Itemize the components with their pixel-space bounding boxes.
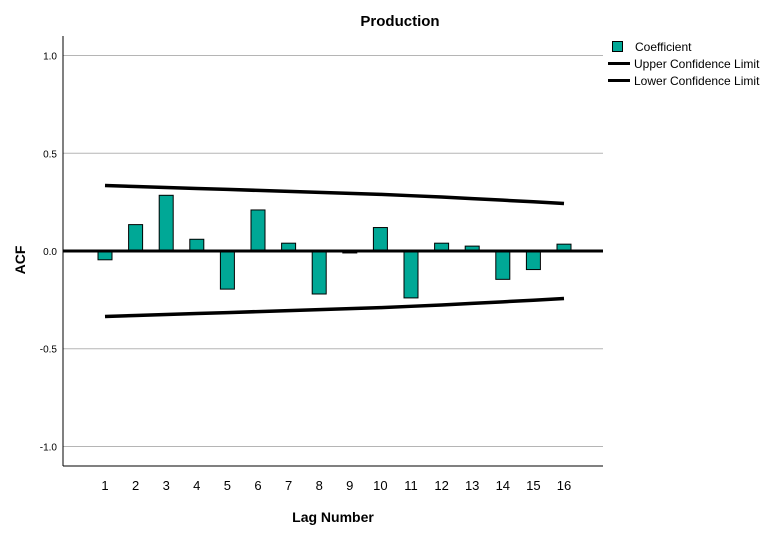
bar-lag-11 (403, 250, 419, 299)
lines-layer (104, 183, 565, 319)
bar-lag-6 (250, 209, 266, 252)
y-tick-label: 1.0 (43, 52, 57, 63)
x-tick-label: 8 (316, 478, 323, 493)
legend-label-coefficient: Coefficient (635, 39, 692, 54)
ticks-layer: 1.00.50.0-0.5-1.01 2 3 4 5 6 7 8 9 10 11 12 13 14 15 16 (40, 52, 571, 493)
bar-lag-3 (158, 194, 174, 252)
chart-title: Production (360, 13, 439, 30)
bar-lag-10 (372, 227, 388, 252)
legend-item-lower-limit: Lower Confidence Limit (608, 72, 759, 89)
bar-lag-15 (525, 250, 541, 271)
axes-layer (62, 36, 603, 467)
y-tick-label: -0.5 (40, 345, 58, 356)
x-tick-label: 6 (254, 478, 261, 493)
x-tick-label: 5 (224, 478, 231, 493)
x-tick-label: 4 (193, 478, 200, 493)
legend-label-lower-limit: Lower Confidence Limit (634, 73, 760, 88)
bar-lag-14 (495, 250, 511, 280)
y-tick-label: -1.0 (40, 442, 58, 453)
x-tick-label: 2 (132, 478, 139, 493)
upper-confidence-line (104, 183, 565, 206)
x-tick-label: 16 (557, 478, 571, 493)
legend-swatch-coefficient (612, 41, 623, 52)
legend-item-upper-limit: Upper Confidence Limit (608, 55, 759, 72)
x-tick-label: 10 (373, 478, 387, 493)
legend-item-coefficient: Coefficient (608, 38, 759, 55)
grid-layer (63, 55, 603, 447)
chart-legend: Coefficient Upper Confidence Limit Lower… (608, 38, 759, 89)
y-tick-label: 0.5 (43, 149, 57, 160)
bars-layer (97, 194, 572, 299)
bar-lag-8 (311, 250, 327, 295)
x-tick-label: 9 (346, 478, 353, 493)
x-tick-label: 13 (465, 478, 479, 493)
x-axis-label: Lag Number (292, 509, 374, 525)
x-tick-label: 11 (404, 478, 418, 493)
legend-swatch-upper-limit (608, 62, 630, 65)
bar-lag-4 (189, 238, 205, 252)
x-tick-label: 15 (526, 478, 540, 493)
x-tick-label: 3 (163, 478, 170, 493)
x-tick-label: 7 (285, 478, 292, 493)
x-tick-label: 1 (101, 478, 108, 493)
legend-swatch-lower-limit (608, 79, 630, 82)
y-tick-label: 0.0 (43, 247, 57, 258)
x-tick-label: 14 (496, 478, 510, 493)
x-tick-label: 12 (434, 478, 448, 493)
bar-lag-2 (128, 224, 144, 252)
y-axis-label: ACF (12, 245, 28, 274)
legend-label-upper-limit: Upper Confidence Limit (634, 56, 760, 71)
lower-confidence-line (104, 296, 565, 319)
bar-lag-5 (219, 250, 235, 290)
